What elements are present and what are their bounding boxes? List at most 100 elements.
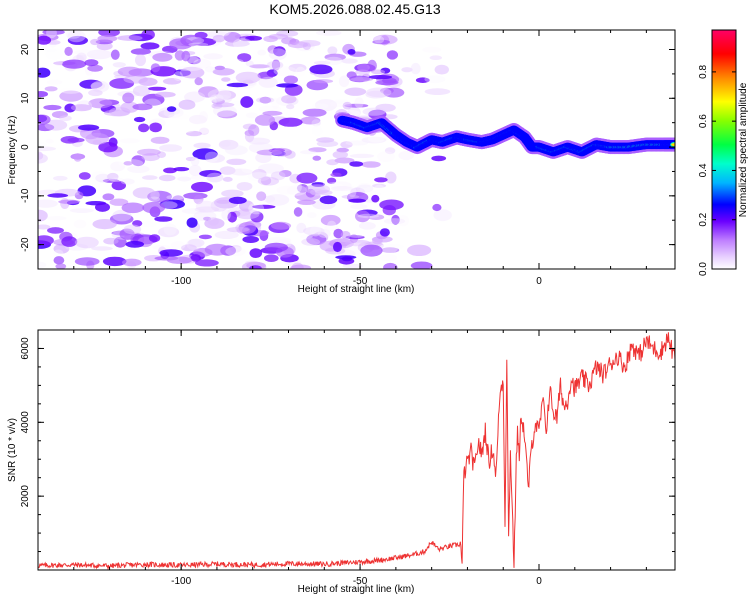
noise-blob <box>350 77 374 82</box>
noise-blob <box>137 148 161 156</box>
noise-blob <box>345 140 369 146</box>
colorbar-tick-label: 0.2 <box>698 212 709 226</box>
noise-blob <box>311 119 321 127</box>
noise-blob <box>111 180 127 191</box>
noise-blob <box>245 60 254 67</box>
noise-blob <box>121 202 145 214</box>
colorbar: 0.0 0.2 0.4 0.6 0.8 Normalized spectral ampl… <box>698 29 749 276</box>
top-x-axis-label: Height of straight line (km) <box>298 284 415 295</box>
noise-blob <box>219 166 236 175</box>
noise-blob <box>119 228 135 240</box>
noise-blob <box>98 142 118 153</box>
noise-blob <box>127 165 150 174</box>
noise-blob <box>135 54 146 67</box>
snr-panel: -100 -50 0 2000 4000 6000 Height of straight … <box>7 329 676 595</box>
noise-blob <box>424 75 446 84</box>
noise-blob <box>283 75 298 84</box>
noise-blob <box>293 207 303 217</box>
noise-blob <box>214 30 232 36</box>
noise-blob <box>169 38 193 50</box>
noise-blob <box>235 208 260 220</box>
figure-title: KOM5.2026.088.02.45.G13 <box>269 1 440 17</box>
noise-blob <box>302 42 311 50</box>
noise-blob <box>67 35 88 45</box>
noise-blob <box>249 248 263 258</box>
noise-blob <box>367 135 385 143</box>
noise-blob <box>88 89 103 97</box>
noise-blob <box>166 194 185 201</box>
noise-blob <box>132 103 153 111</box>
noise-blob <box>375 103 396 112</box>
noise-blob <box>341 58 358 64</box>
noise-blob <box>313 60 331 65</box>
noise-blob <box>51 111 68 119</box>
noise-blob <box>318 229 331 238</box>
noise-blob <box>300 234 313 239</box>
noise-blob <box>198 86 219 98</box>
noise-blob <box>221 209 231 221</box>
noise-blob <box>223 32 242 43</box>
y-tick-label: -20 <box>20 237 31 252</box>
noise-blob <box>365 90 388 99</box>
noise-blob <box>330 172 342 177</box>
noise-blob <box>278 117 303 127</box>
noise-blob <box>88 98 113 109</box>
noise-blob <box>87 64 103 72</box>
noise-blob <box>249 64 270 69</box>
noise-blob <box>264 242 288 252</box>
noise-blob <box>38 209 48 222</box>
noise-blob <box>258 105 281 113</box>
noise-blob <box>148 86 167 91</box>
noise-blob <box>219 140 231 147</box>
noise-blob <box>348 198 366 203</box>
noise-blob <box>410 261 433 269</box>
noise-blob <box>149 234 161 243</box>
noise-blob <box>374 184 385 194</box>
noise-blob <box>355 69 370 76</box>
noise-blob <box>163 167 177 174</box>
noise-blob <box>265 194 290 206</box>
noise-blob <box>198 111 209 123</box>
noise-blob <box>97 34 118 43</box>
noise-blob <box>345 235 365 240</box>
noise-blob <box>90 80 110 93</box>
noise-blob <box>313 79 334 84</box>
noise-blob <box>38 35 52 45</box>
noise-blob <box>53 175 68 181</box>
noise-blob <box>268 33 289 40</box>
noise-blob <box>286 104 295 110</box>
noise-blob <box>75 236 99 249</box>
noise-blob <box>286 185 307 196</box>
noise-blob <box>314 99 338 112</box>
noise-blob <box>122 258 142 267</box>
noise-blob <box>206 172 224 183</box>
noise-blob <box>271 97 280 110</box>
noise-blob <box>233 38 253 50</box>
noise-blob <box>191 181 213 193</box>
noise-blob <box>251 169 267 180</box>
noise-blob <box>103 237 119 245</box>
noise-blob <box>86 49 112 60</box>
noise-blob <box>259 96 272 104</box>
noise-blob <box>372 183 387 188</box>
noise-blob <box>154 216 173 222</box>
noise-blob <box>85 132 109 145</box>
y-tick-label: 20 <box>20 44 31 56</box>
noise-blob <box>123 161 133 166</box>
noise-blob <box>53 243 70 254</box>
noise-blob <box>301 238 321 246</box>
noise-blob <box>263 195 275 203</box>
noise-blob <box>349 161 364 167</box>
noise-blob <box>131 155 145 167</box>
noise-blob <box>249 265 262 269</box>
noise-blob <box>367 59 377 72</box>
noise-blob <box>415 77 430 83</box>
noise-blob <box>38 142 47 147</box>
noise-blob <box>38 114 51 125</box>
colorbar-tick-label: 0.0 <box>698 262 709 276</box>
noise-blob <box>434 64 449 75</box>
noise-blob <box>184 91 206 103</box>
noise-blob <box>38 67 51 78</box>
colorbar-tick-label: 0.6 <box>698 114 709 128</box>
